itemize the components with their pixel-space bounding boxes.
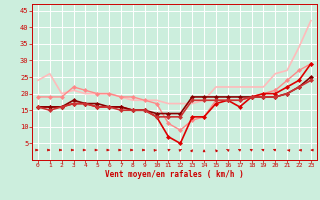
- X-axis label: Vent moyen/en rafales ( km/h ): Vent moyen/en rafales ( km/h ): [105, 170, 244, 179]
